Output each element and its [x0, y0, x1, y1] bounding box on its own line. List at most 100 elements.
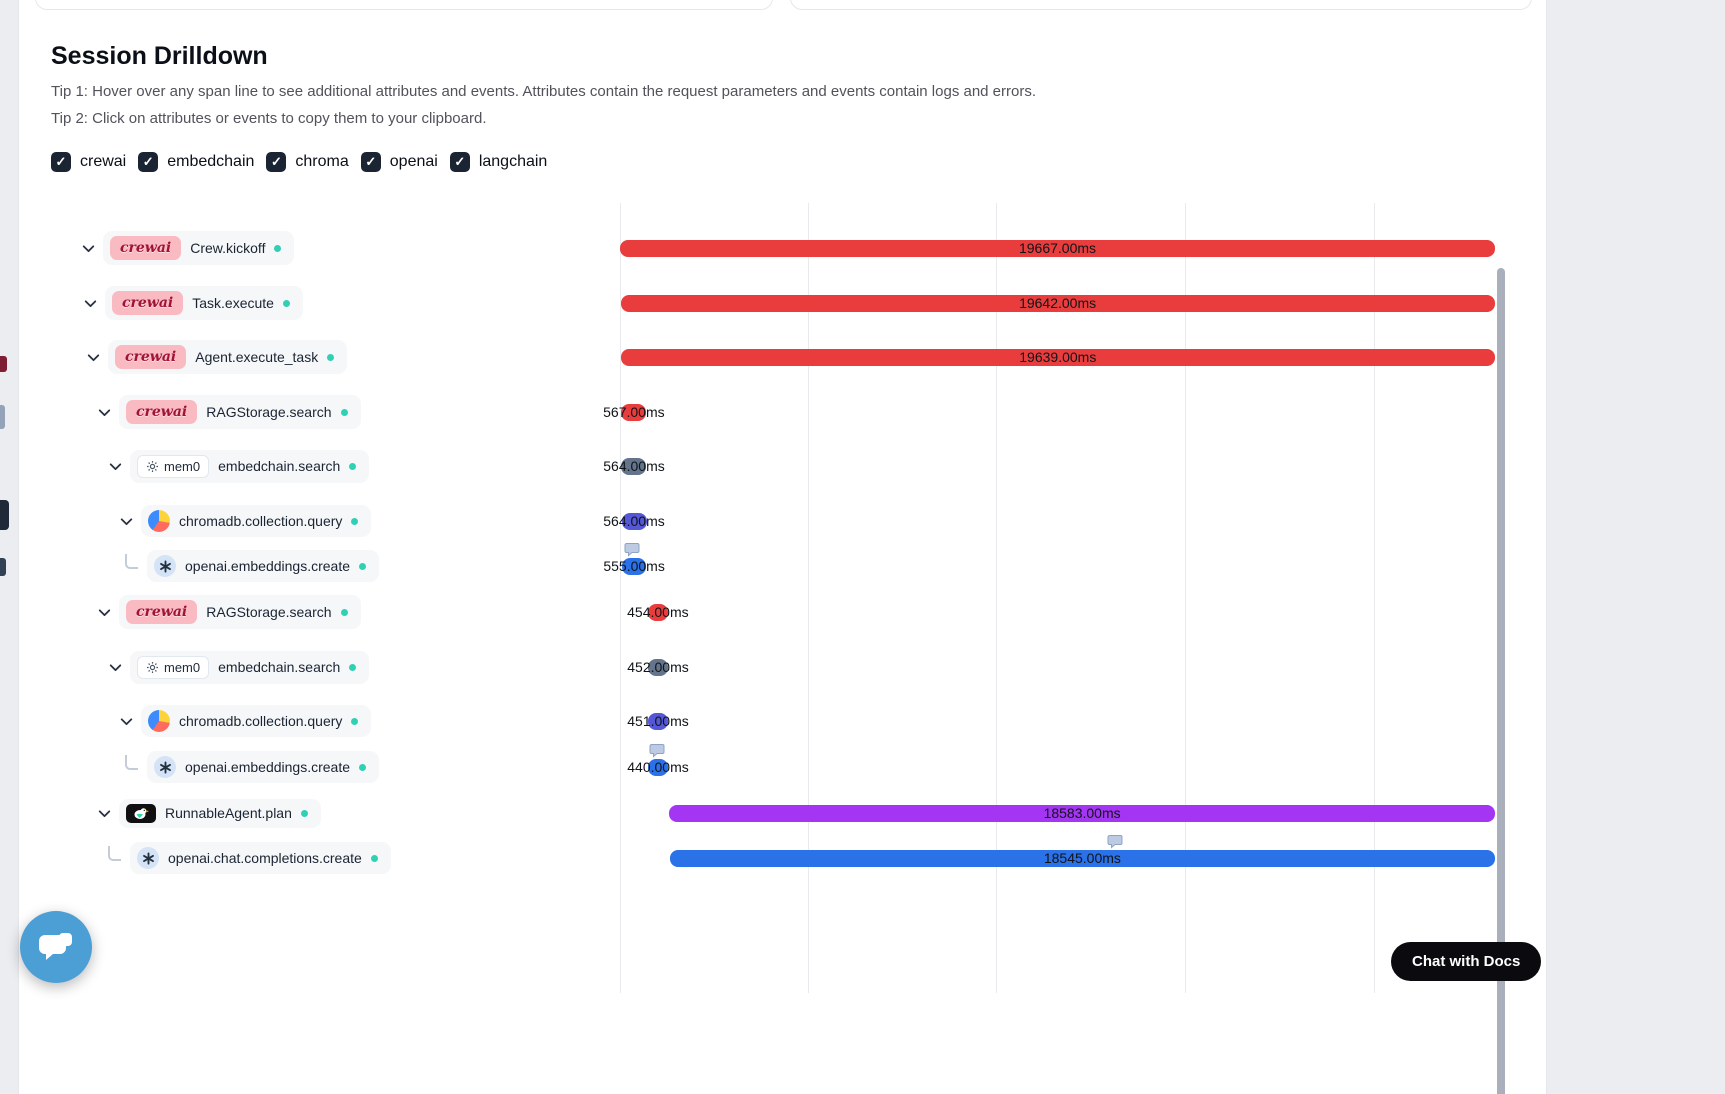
- span-label-pill[interactable]: openai.embeddings.create: [147, 550, 380, 582]
- span-bar[interactable]: [620, 349, 1495, 366]
- filter-embedchain[interactable]: ✓ embedchain: [138, 152, 254, 172]
- crewai-logo: crewai: [110, 236, 182, 260]
- span-bar[interactable]: [669, 850, 1495, 867]
- status-dot-icon: [274, 244, 282, 252]
- span-duration-label: 564.00ms: [603, 458, 665, 474]
- openai-logo: [137, 847, 159, 869]
- event-marker-icon[interactable]: [649, 743, 665, 763]
- span-name: RAGStorage.search: [206, 604, 332, 620]
- span-label-pill[interactable]: openai.chat.completions.create: [130, 842, 391, 874]
- checkbox-checked-icon[interactable]: ✓: [51, 152, 71, 172]
- span-label-pill[interactable]: chromadb.collection.query: [141, 505, 372, 537]
- session-drilldown-card: [18, 0, 1547, 1094]
- checkbox-checked-icon[interactable]: ✓: [449, 152, 470, 172]
- span-label-pill[interactable]: crewai Task.execute: [105, 286, 303, 320]
- span-bar[interactable]: [621, 513, 647, 530]
- filter-label: chroma: [295, 153, 349, 170]
- chevron-down-icon[interactable]: [94, 803, 114, 823]
- span-bar[interactable]: [621, 558, 647, 575]
- openai-logo: [154, 756, 176, 778]
- span-duration-label: 440.00ms: [627, 759, 689, 775]
- langchain-logo: [126, 803, 156, 823]
- mem0-logo: mem0: [137, 655, 210, 679]
- filter-label: openai: [389, 153, 438, 170]
- span-row: crewai Crew.kickoff: [78, 229, 295, 267]
- checkbox-checked-icon[interactable]: ✓: [266, 152, 287, 172]
- status-dot-icon: [359, 562, 367, 570]
- span-name: openai.chat.completions.create: [168, 850, 362, 866]
- span-label-pill[interactable]: RunnableAgent.plan: [119, 798, 321, 828]
- span-duration-label: 18545.00ms: [1043, 850, 1121, 866]
- span-row: chromadb.collection.query: [116, 502, 372, 540]
- span-label-pill[interactable]: chromadb.collection.query: [141, 705, 372, 737]
- crewai-logo: crewai: [112, 291, 184, 315]
- span-duration-label: 19639.00ms: [1019, 349, 1097, 365]
- gridline: [1185, 203, 1186, 993]
- span-duration-label: 564.00ms: [603, 513, 665, 529]
- chat-with-docs-label: Chat with Docs: [1412, 953, 1521, 970]
- mem0-gear-icon: [146, 460, 159, 473]
- crewai-logo: crewai: [115, 345, 187, 369]
- crewai-logo: crewai: [126, 400, 198, 424]
- filter-crewai[interactable]: ✓ crewai: [51, 152, 126, 172]
- chevron-down-icon[interactable]: [80, 293, 100, 313]
- checkbox-checked-icon[interactable]: ✓: [360, 152, 381, 172]
- chevron-down-icon[interactable]: [94, 402, 114, 422]
- span-duration-label: 19667.00ms: [1018, 240, 1097, 256]
- span-bar[interactable]: [648, 759, 668, 776]
- span-name: chromadb.collection.query: [179, 713, 343, 729]
- status-dot-icon: [340, 608, 348, 616]
- span-bar[interactable]: [647, 659, 668, 676]
- span-duration-label: 19642.00ms: [1019, 295, 1097, 311]
- span-label-pill[interactable]: openai.embeddings.create: [147, 751, 380, 783]
- left-edge-fragment: [0, 356, 7, 372]
- span-bar[interactable]: [647, 604, 668, 621]
- filter-langchain[interactable]: ✓ langchain: [449, 152, 547, 172]
- filter-openai[interactable]: ✓ openai: [360, 152, 438, 172]
- span-row: openai.chat.completions.create: [105, 839, 391, 877]
- span-label-pill[interactable]: mem0 embedchain.search: [130, 449, 370, 483]
- chat-with-docs-button[interactable]: Chat with Docs: [1391, 942, 1542, 981]
- span-row: crewai Task.execute: [80, 284, 303, 322]
- chevron-down-icon[interactable]: [105, 456, 125, 476]
- span-bar[interactable]: [621, 404, 647, 421]
- gridline: [808, 203, 809, 993]
- tip-1-text: Tip 1: Hover over any span line to see a…: [51, 83, 1037, 100]
- span-label-pill[interactable]: crewai Agent.execute_task: [108, 340, 348, 374]
- span-name: RunnableAgent.plan: [165, 805, 292, 821]
- chevron-down-icon[interactable]: [116, 511, 136, 531]
- span-label-pill[interactable]: crewai Crew.kickoff: [103, 231, 295, 265]
- span-bar[interactable]: [620, 295, 1495, 312]
- tip-2-text: Tip 2: Click on attributes or events to …: [51, 110, 487, 127]
- status-dot-icon: [349, 462, 357, 470]
- span-bar[interactable]: [621, 458, 647, 475]
- chevron-down-icon[interactable]: [83, 347, 103, 367]
- event-marker-icon[interactable]: [1107, 834, 1123, 854]
- chevron-down-icon[interactable]: [116, 711, 136, 731]
- mem0-logo-text: mem0: [164, 458, 201, 474]
- checkbox-checked-icon[interactable]: ✓: [138, 152, 159, 172]
- span-row: mem0 embedchain.search: [105, 447, 370, 485]
- chevron-down-icon[interactable]: [105, 657, 125, 677]
- span-name: embedchain.search: [218, 458, 341, 474]
- chevron-down-icon[interactable]: [78, 238, 98, 258]
- span-duration-label: 18583.00ms: [1043, 805, 1121, 821]
- vertical-scrollbar-thumb[interactable]: [1497, 268, 1505, 1094]
- chroma-logo: [148, 510, 170, 532]
- event-marker-icon[interactable]: [624, 542, 640, 562]
- span-bar[interactable]: [647, 713, 668, 730]
- status-dot-icon: [370, 854, 378, 862]
- top-card-right: [790, 0, 1532, 10]
- span-row: crewai RAGStorage.search: [94, 393, 361, 431]
- span-bar[interactable]: [620, 240, 1495, 257]
- chevron-down-icon[interactable]: [94, 602, 114, 622]
- span-label-pill[interactable]: crewai RAGStorage.search: [119, 595, 361, 629]
- filter-chroma[interactable]: ✓ chroma: [266, 152, 349, 172]
- left-edge-fragment: [0, 558, 6, 576]
- span-bar[interactable]: [668, 805, 1496, 822]
- status-dot-icon: [282, 299, 290, 307]
- span-duration-label: 454.00ms: [627, 604, 689, 620]
- chat-widget-button[interactable]: [20, 911, 92, 983]
- span-label-pill[interactable]: crewai RAGStorage.search: [119, 395, 361, 429]
- span-label-pill[interactable]: mem0 embedchain.search: [130, 650, 370, 684]
